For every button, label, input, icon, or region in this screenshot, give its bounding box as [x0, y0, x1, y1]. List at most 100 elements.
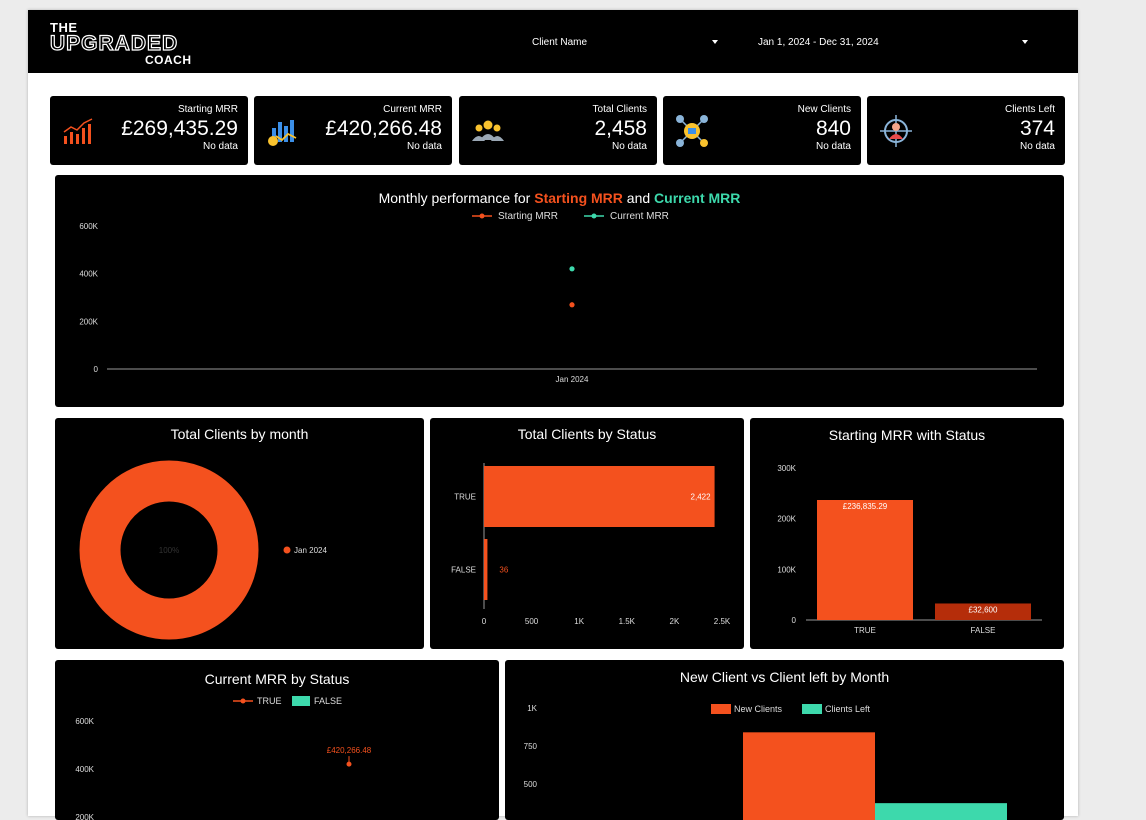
- kpi-label: Clients Left: [1004, 104, 1055, 115]
- bar: [743, 732, 875, 820]
- chart-title: Current MRR by Status: [204, 671, 350, 687]
- y-tick-label: 400K: [79, 270, 98, 279]
- logo-line-2: UPGRADED: [49, 31, 179, 55]
- dashboard-page: THE UPGRADED COACH Client Name Jan 1, 20…: [28, 10, 1078, 820]
- kpi-comparison: No data: [202, 141, 238, 152]
- chart-title-series-2: Current MRR: [654, 190, 741, 206]
- chart-title-prefix: Monthly performance for: [378, 190, 535, 206]
- starting-mrr-with-status-chart: Starting MRR with Status 0 100K 200K 300K £2…: [750, 418, 1064, 649]
- kpi-comparison: No data: [611, 141, 647, 152]
- kpi-value: 2,458: [594, 117, 647, 140]
- y-tick-label: 200K: [777, 515, 796, 524]
- kpi-starting-mrr: Starting MRR £269,435.29 No data: [50, 96, 248, 165]
- y-tick-label: 0: [94, 365, 99, 374]
- y-tick-label: 1K: [527, 704, 537, 713]
- network-people-icon: [676, 115, 708, 147]
- legend-label: FALSE: [314, 696, 342, 706]
- y-tick-label: 200K: [75, 813, 94, 820]
- y-tick-label: 100K: [777, 565, 796, 574]
- y-tick-label: 600K: [79, 222, 98, 231]
- kpi-current-mrr: Current MRR £420,266.48 No data: [254, 96, 452, 165]
- kpi-comparison: No data: [406, 141, 442, 152]
- kpi-label: New Clients: [797, 104, 851, 115]
- legend-swatch: [711, 704, 731, 714]
- chart-title: Monthly performance for Starting MRR and…: [55, 190, 1064, 206]
- column-plot: 0 100K 200K 300K £236,835.29 TRUE £32,600 FALSE: [777, 464, 1042, 635]
- donut-plot: 100% Jan 2024: [79, 460, 327, 640]
- data-point: [346, 761, 352, 767]
- x-tick-label: 1.5K: [619, 617, 636, 626]
- bar: [875, 803, 1007, 820]
- slice-label: 100%: [159, 546, 179, 555]
- legend-marker: [479, 213, 485, 219]
- monthly-performance-chart: Monthly performance for Starting MRR and…: [55, 175, 1064, 407]
- kpi-comparison: No data: [815, 141, 851, 152]
- monthly-performance-plot: Starting MRR Current MRR 0 200K 400K 600K Jan …: [79, 211, 1037, 384]
- logo-line-3: COACH: [145, 53, 192, 67]
- bar: [484, 539, 488, 600]
- kpi-new-clients: New Clients 840 No data: [663, 96, 861, 165]
- chart-title: Total Clients by month: [170, 426, 309, 442]
- legend-label: Jan 2024: [294, 546, 327, 555]
- x-tick-label: 2K: [670, 617, 680, 626]
- legend-label: TRUE: [257, 696, 282, 706]
- y-tick-label: 0: [792, 616, 797, 625]
- date-range-filter-label: Jan 1, 2024 - Dec 31, 2024: [758, 36, 879, 48]
- chevron-down-icon: [1022, 40, 1028, 44]
- x-tick-label: 500: [525, 617, 539, 626]
- donut-slice: [79, 460, 259, 640]
- rising-bar-chart-icon: [63, 118, 93, 144]
- kpi-value: 840: [815, 117, 851, 140]
- legend-swatch: [292, 696, 310, 706]
- client-name-filter[interactable]: Client Name: [532, 31, 718, 53]
- chevron-down-icon: [712, 40, 718, 44]
- client-name-filter-label: Client Name: [532, 36, 588, 48]
- category-label: FALSE: [971, 626, 996, 635]
- data-label: £32,600: [969, 605, 998, 614]
- data-label: £236,835.29: [843, 502, 888, 511]
- y-tick-label: 200K: [79, 317, 98, 326]
- x-tick-label: 1K: [574, 617, 584, 626]
- bar: [484, 466, 715, 527]
- bar-chart-coin-icon: [268, 120, 297, 146]
- chart-title-series-1: Starting MRR: [534, 190, 623, 206]
- total-clients-by-month-chart: Total Clients by month 100% Jan 2024: [55, 418, 424, 649]
- kpi-clients-left: Clients Left 374 No data: [867, 96, 1065, 165]
- legend-marker: [283, 546, 291, 554]
- logo-line-1: THE: [50, 20, 78, 35]
- people-group-icon: [472, 120, 504, 141]
- category-label: TRUE: [854, 626, 876, 635]
- legend-label: Clients Left: [825, 704, 871, 714]
- legend-marker: [591, 213, 597, 219]
- y-tick-label: 600K: [75, 717, 94, 726]
- kpi-value: 374: [1019, 117, 1055, 140]
- chart-title-mid: and: [622, 190, 655, 206]
- new-vs-left-by-month-chart: New Client vs Client left by Month New C…: [505, 660, 1064, 820]
- header-bar: THE UPGRADED COACH Client Name Jan 1, 20…: [28, 10, 1078, 73]
- current-mrr-by-status-chart: Current MRR by Status TRUE FALSE 200K 400K 6…: [55, 660, 499, 820]
- person-target-icon: [880, 115, 912, 147]
- x-tick-label: 0: [482, 617, 487, 626]
- legend-label: Starting MRR: [498, 211, 558, 222]
- bar: [935, 603, 1031, 620]
- legend-swatch: [802, 704, 822, 714]
- data-point: [569, 266, 575, 272]
- y-tick-label: 300K: [777, 464, 796, 473]
- category-label: TRUE: [454, 493, 476, 502]
- bar: [817, 500, 913, 620]
- kpi-label: Total Clients: [592, 104, 647, 115]
- date-range-filter[interactable]: Jan 1, 2024 - Dec 31, 2024: [758, 31, 1028, 53]
- category-label: FALSE: [451, 566, 476, 575]
- legend-marker: [240, 698, 246, 704]
- chart-title: Starting MRR with Status: [828, 427, 986, 443]
- legend-label: New Clients: [734, 704, 783, 714]
- chart-title: New Client vs Client left by Month: [679, 669, 890, 685]
- kpi-value: £269,435.29: [121, 117, 238, 140]
- y-tick-label: 400K: [75, 765, 94, 774]
- brand-logo: THE UPGRADED COACH: [49, 20, 200, 67]
- kpi-label: Current MRR: [383, 104, 442, 115]
- data-label: 36: [499, 566, 508, 575]
- status-line-plot: TRUE FALSE 200K 400K 600K £420,266.48: [75, 696, 372, 820]
- data-point: [569, 302, 575, 308]
- data-label: 2,422: [691, 493, 712, 502]
